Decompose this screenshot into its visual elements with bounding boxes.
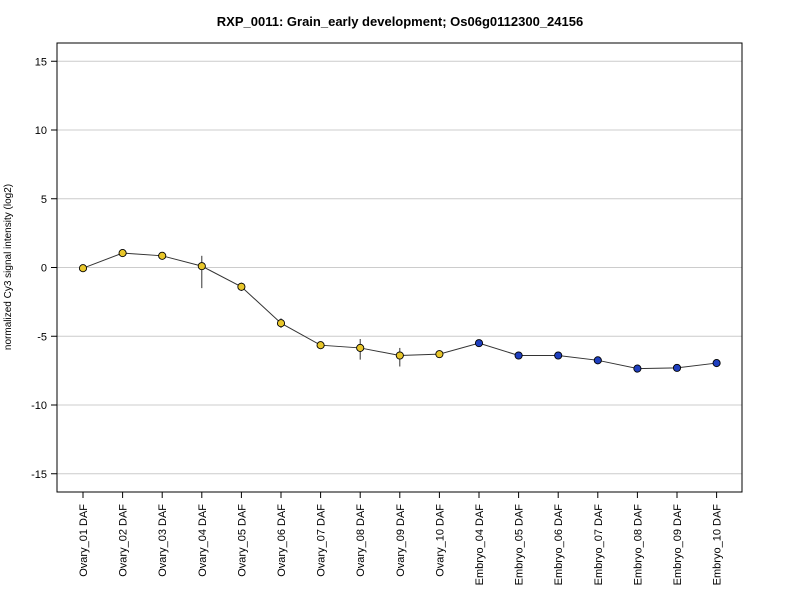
- x-tick-label: Ovary_03 DAF: [157, 504, 169, 577]
- data-point: [316, 341, 325, 350]
- y-axis: -15 -10 -5 0 5 10 15: [31, 56, 57, 481]
- x-tick-label: Ovary_09 DAF: [395, 504, 407, 577]
- data-point: [158, 251, 167, 260]
- data-point: [78, 264, 88, 273]
- y-tick-label: 5: [41, 194, 47, 206]
- data-point: [118, 249, 127, 258]
- data-point: [633, 364, 642, 373]
- y-tick-label: -10: [31, 400, 47, 412]
- x-tick-label: Embryo_07 DAF: [593, 504, 605, 586]
- data-point: [197, 262, 206, 271]
- x-tick-label: Ovary_02 DAF: [118, 504, 130, 577]
- chart-title: RXP_0011: Grain_early development; Os06g…: [217, 14, 583, 29]
- data-point: [237, 282, 246, 291]
- y-tick-label: 10: [35, 125, 47, 137]
- data-point: [395, 351, 404, 360]
- x-tick-label: Ovary_07 DAF: [316, 504, 328, 577]
- data-point: [474, 339, 484, 348]
- data-point: [593, 356, 602, 365]
- data-point: [356, 343, 365, 352]
- x-tick-label: Embryo_09 DAF: [672, 504, 684, 586]
- y-axis-label: normalized Cy3 signal intensity (log2): [3, 184, 14, 350]
- y-tick-label: -5: [37, 331, 47, 343]
- x-tick-label: Ovary_01 DAF: [78, 504, 90, 577]
- y-tick-label: 15: [35, 56, 47, 68]
- data-point: [712, 359, 721, 368]
- x-axis: Ovary_01 DAF Ovary_02 DAF Ovary_03 DAF Ovar…: [78, 492, 724, 585]
- grid-lines: [57, 60, 742, 475]
- x-tick-label: Embryo_08 DAF: [632, 504, 644, 586]
- data-point: [672, 363, 682, 372]
- x-tick-label: Embryo_04 DAF: [474, 504, 486, 586]
- x-tick-label: Ovary_10 DAF: [434, 504, 446, 577]
- data-point: [435, 350, 444, 359]
- data-point: [554, 351, 563, 360]
- series: [78, 249, 721, 373]
- x-tick-label: Embryo_06 DAF: [553, 504, 565, 586]
- x-tick-label: Ovary_06 DAF: [276, 504, 288, 577]
- y-tick-label: -15: [31, 469, 47, 481]
- x-tick-label: Ovary_05 DAF: [236, 504, 248, 577]
- data-point: [514, 351, 523, 360]
- x-tick-label: Embryo_10 DAF: [712, 504, 724, 586]
- y-tick-label: 0: [41, 263, 47, 275]
- data-point: [276, 319, 286, 328]
- x-tick-label: Ovary_04 DAF: [197, 504, 209, 577]
- x-tick-label: Embryo_05 DAF: [514, 504, 526, 586]
- x-tick-label: Ovary_08 DAF: [355, 504, 367, 577]
